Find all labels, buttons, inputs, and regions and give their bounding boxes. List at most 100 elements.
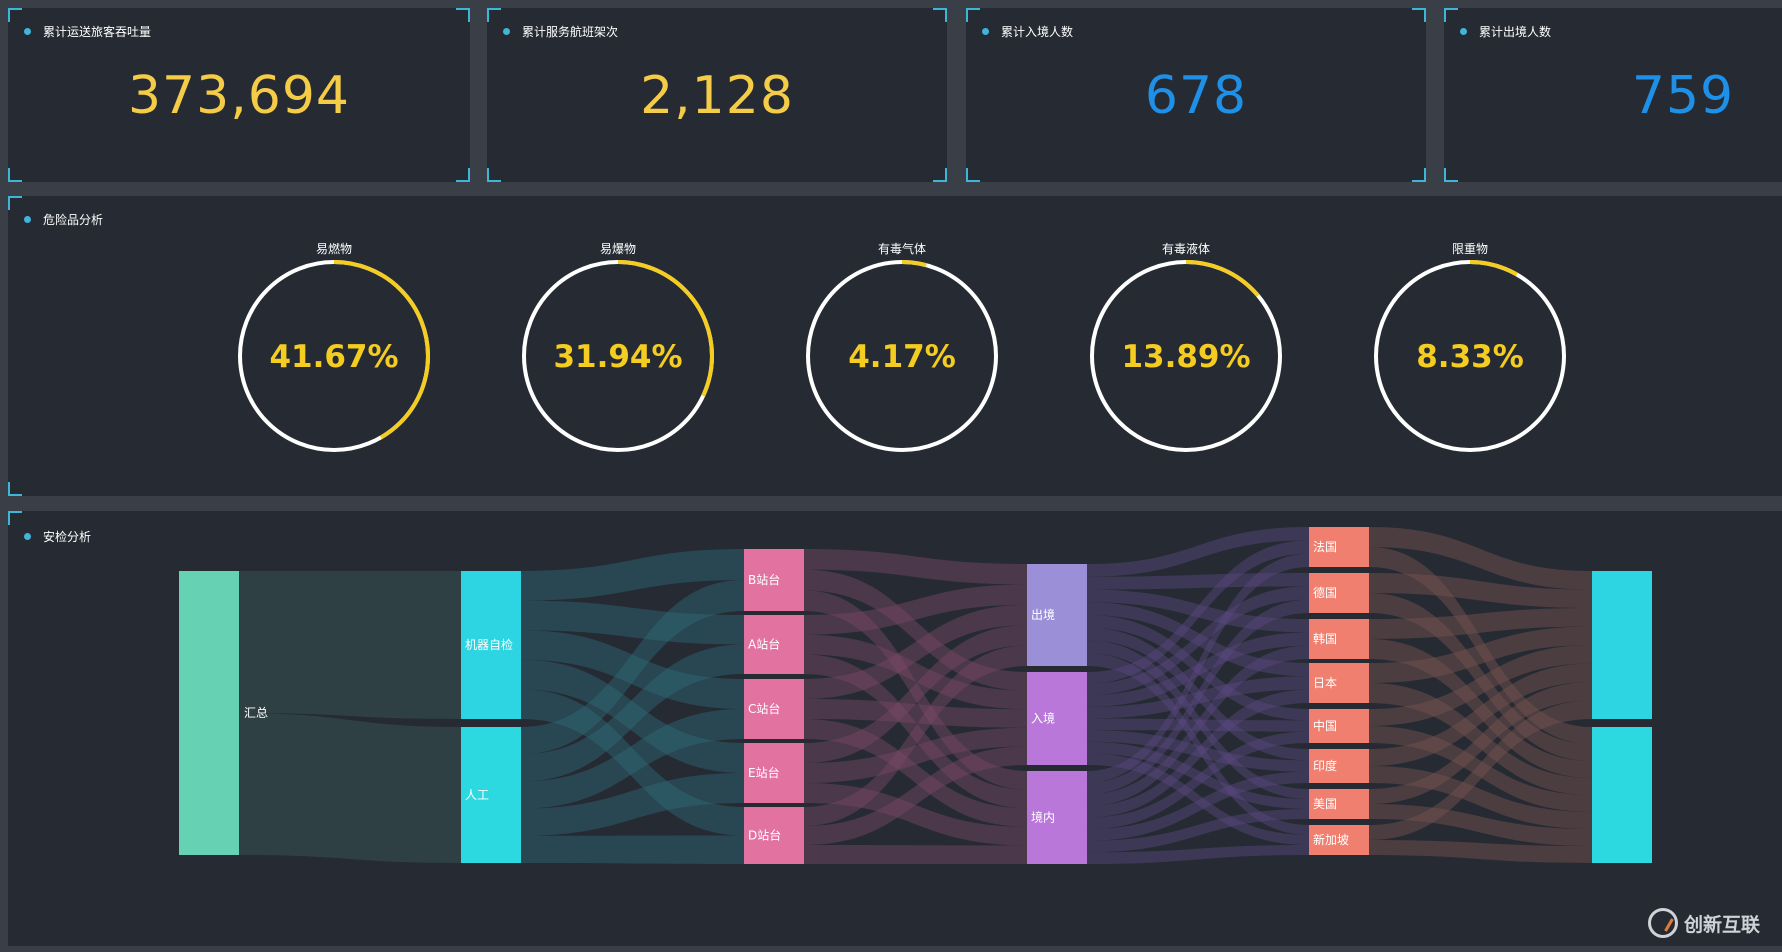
sankey-node[interactable] [1027, 771, 1087, 864]
sankey-link [804, 719, 1027, 827]
sankey-link [1369, 593, 1592, 761]
sankey-node[interactable] [1027, 672, 1087, 765]
gauge-title: 限重物 [1451, 242, 1488, 256]
bullet-icon [503, 28, 510, 35]
sankey-link [1369, 683, 1592, 795]
sankey-node-label: 新加坡 [1313, 832, 1349, 847]
stat-panel-passengers: 累计运送旅客吞吐量 373,694 [8, 8, 470, 182]
sankey-node[interactable] [461, 571, 521, 719]
sankey-link [1369, 645, 1592, 726]
sankey-link [1369, 804, 1592, 846]
sankey-node[interactable] [1027, 564, 1087, 666]
bullet-icon [24, 28, 31, 35]
gauge-5: 限重物 8.33% [1370, 240, 1570, 454]
sankey-node[interactable] [744, 615, 804, 674]
watermark-text: 创新互联 [1683, 913, 1760, 936]
stat-title: 累计入境人数 [1001, 25, 1074, 39]
stat-panel-flights: 累计服务航班架次 2,128 [487, 8, 947, 182]
sankey-link [521, 644, 744, 782]
sankey-node[interactable] [461, 727, 521, 863]
gauge-1: 易燃物 41.67% [234, 240, 434, 454]
sankey-link [521, 773, 744, 836]
sankey-link [804, 634, 1027, 710]
gauge-value: 41.67% [269, 339, 398, 375]
gauge-4: 有毒液体 13.89% [1086, 240, 1286, 454]
sankey-link [804, 590, 1027, 790]
sankey-link [239, 571, 461, 719]
bullet-icon [982, 28, 989, 35]
sankey-node[interactable] [1309, 573, 1369, 613]
sankey-node-label: 美国 [1313, 797, 1337, 811]
sankey-link [1369, 639, 1592, 778]
sankey-link [1087, 731, 1309, 830]
sankey-node-label: 入境 [1031, 711, 1055, 726]
sankey-link [1087, 741, 1309, 809]
sankey-link [1087, 540, 1309, 684]
sankey-link [239, 713, 461, 863]
sankey-link [804, 549, 1027, 585]
sankey-link [1369, 700, 1592, 840]
gauge-value: 13.89% [1121, 339, 1250, 375]
sankey-link [1087, 632, 1309, 707]
sankey-link [521, 630, 744, 709]
stat-value: 759 [1631, 66, 1735, 126]
sankey-node[interactable] [1309, 709, 1369, 743]
sankey-node[interactable] [1309, 825, 1369, 855]
sankey-link [1087, 730, 1309, 772]
bullet-icon [24, 216, 31, 223]
stat-value: 373,694 [127, 66, 351, 126]
bullet-icon [1460, 28, 1467, 35]
sankey-node[interactable] [1309, 527, 1369, 567]
gauge-ring: 41.67% [238, 260, 430, 452]
stat-panel-outbound: 累计出境人数 759 [1444, 8, 1782, 182]
sankey-node[interactable] [1309, 749, 1369, 783]
sankey-link [1087, 653, 1309, 835]
sankey-link [521, 600, 744, 645]
sankey-node[interactable] [744, 679, 804, 739]
sankey-node[interactable] [179, 571, 239, 855]
sankey-node-label: B站台 [748, 572, 780, 587]
sankey-link [521, 835, 744, 864]
sankey-link [1087, 615, 1309, 721]
sankey-link [804, 625, 1027, 763]
sankey-node[interactable] [1309, 663, 1369, 703]
sankey-link [1369, 608, 1592, 639]
sankey-node[interactable] [1309, 619, 1369, 659]
sankey-link [1087, 676, 1309, 719]
gauge-ring: 31.94% [522, 260, 714, 452]
sankey-node[interactable] [1592, 727, 1652, 863]
gauge-ring: 8.33% [1374, 260, 1566, 452]
logo-icon [1647, 908, 1678, 938]
gauge-3: 有毒气体 4.17% [802, 240, 1002, 454]
sankey-node[interactable] [1309, 789, 1369, 819]
sankey-link [1087, 809, 1309, 853]
sankey-node-label: 日本 [1313, 676, 1337, 690]
sankey-link [1369, 527, 1592, 590]
sankey-link [1369, 726, 1592, 812]
gauge-2: 易爆物 31.94% [518, 240, 718, 454]
sankey-link [1087, 589, 1309, 633]
sankey-link [521, 549, 744, 601]
watermark: 创新互联 [1647, 908, 1760, 938]
sankey-node[interactable] [744, 549, 804, 611]
sankey-link [1087, 602, 1309, 677]
gauge-arc [238, 260, 430, 452]
sankey-link [1369, 626, 1592, 683]
gauge-value: 31.94% [553, 339, 682, 375]
sankey-node[interactable] [744, 807, 804, 864]
sankey-link [1087, 627, 1309, 761]
sankey-node-label: 机器自检 [465, 637, 513, 652]
sankey-link [521, 689, 744, 836]
stat-title: 累计服务航班架次 [522, 25, 619, 39]
sankey-node[interactable] [744, 743, 804, 803]
sankey-node-label: 人工 [465, 788, 489, 802]
gauge-value: 8.33% [1416, 339, 1524, 375]
sankey-link [1087, 527, 1309, 577]
sankey-node[interactable] [1592, 571, 1652, 719]
sankey-node-label: 出境 [1031, 607, 1055, 622]
gauge-arc [1090, 260, 1282, 452]
sankey-link [1369, 547, 1592, 744]
stat-panel-inbound: 累计入境人数 678 [966, 8, 1426, 182]
sankey-link [804, 699, 1027, 728]
